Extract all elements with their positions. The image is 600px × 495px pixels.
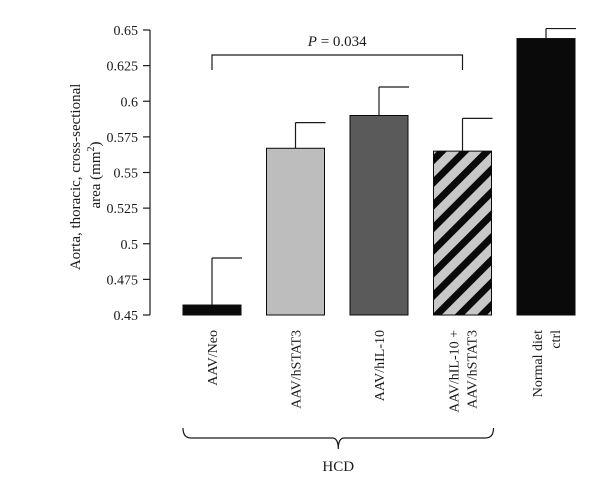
p-value-label: P = 0.034 — [307, 34, 367, 50]
y-tick-label: 0.65 — [114, 24, 139, 39]
y-tick-label: 0.525 — [107, 202, 139, 217]
category-labels: AAV/Neo AAV/hSTAT3 AAV/hIL-10 AAV/hIL-10 + A… — [206, 330, 564, 413]
x-category-label: AAV/hIL-10 — [373, 330, 388, 401]
p-value-symbol: P — [307, 34, 317, 50]
p-value-text: = 0.034 — [317, 34, 367, 50]
x-category-label: AAV/Neo — [206, 330, 221, 386]
y-tick-label: 0.55 — [114, 167, 139, 182]
hcd-brace — [182, 427, 495, 450]
significance-annotation: P = 0.034 — [211, 34, 464, 70]
group-brace: HCD — [182, 427, 495, 475]
y-axis: 0.65 0.625 0.6 0.575 0.55 0.525 0.5 0.475 0.45 — [107, 24, 151, 324]
y-tick-label: 0.5 — [121, 238, 139, 253]
bar — [433, 150, 492, 316]
y-axis-label-line1: Aorta, thoracic, cross-sectional — [68, 84, 84, 271]
x-category-label: AAV/hSTAT3 — [466, 330, 481, 409]
x-category-label: AAV/hSTAT3 — [290, 330, 305, 409]
y-axis-label-line2: area (mm2) — [86, 141, 104, 208]
y-tick-label: 0.6 — [121, 95, 139, 110]
group-label: HCD — [322, 459, 354, 475]
x-category-label: ctrl — [549, 330, 564, 349]
x-category-label: Normal diet — [531, 330, 546, 397]
y-tick-label: 0.45 — [114, 309, 139, 324]
bar — [182, 304, 242, 316]
significance-bracket — [211, 54, 464, 70]
y-axis-label: Aorta, thoracic, cross-sectional area (m… — [68, 80, 104, 270]
x-category-label: AAV/hIL-10 + — [448, 330, 463, 413]
y-tick-label: 0.575 — [107, 131, 139, 146]
bar — [349, 115, 409, 316]
y-tick-label: 0.625 — [107, 60, 139, 75]
bars — [182, 27, 576, 316]
bar — [516, 38, 576, 316]
bar — [266, 147, 325, 316]
y-tick-label: 0.475 — [107, 273, 139, 288]
